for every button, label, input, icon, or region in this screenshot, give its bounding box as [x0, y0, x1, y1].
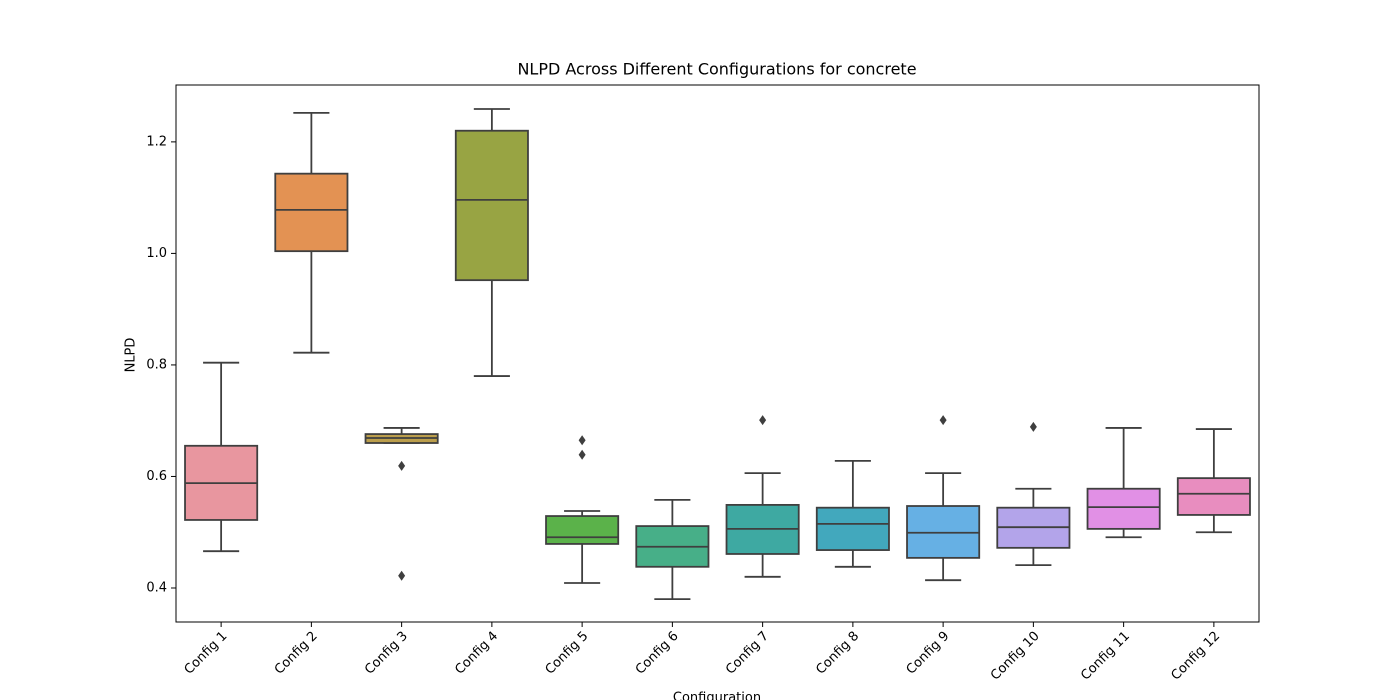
flier [398, 460, 406, 471]
y-tick-label: 1.2 [146, 134, 167, 149]
flier [578, 449, 586, 460]
box [545, 515, 620, 545]
box [815, 506, 890, 551]
flier [578, 435, 586, 446]
flier [939, 415, 947, 426]
chart-title: NLPD Across Different Configurations for… [517, 60, 916, 79]
box [274, 172, 349, 253]
box [1176, 477, 1251, 516]
flier [398, 570, 406, 581]
flier [759, 415, 767, 426]
plot-frame [175, 84, 1260, 623]
y-axis-label: NLPD [124, 338, 139, 373]
box [454, 129, 529, 282]
y-tick-label: 1.0 [146, 246, 167, 261]
y-tick-label: 0.6 [146, 469, 167, 484]
y-tick-label: 0.4 [146, 580, 167, 595]
y-tick-label: 0.8 [146, 357, 167, 372]
box [1086, 487, 1161, 530]
x-axis-label: Configuration [673, 691, 761, 700]
flier [1029, 421, 1037, 432]
